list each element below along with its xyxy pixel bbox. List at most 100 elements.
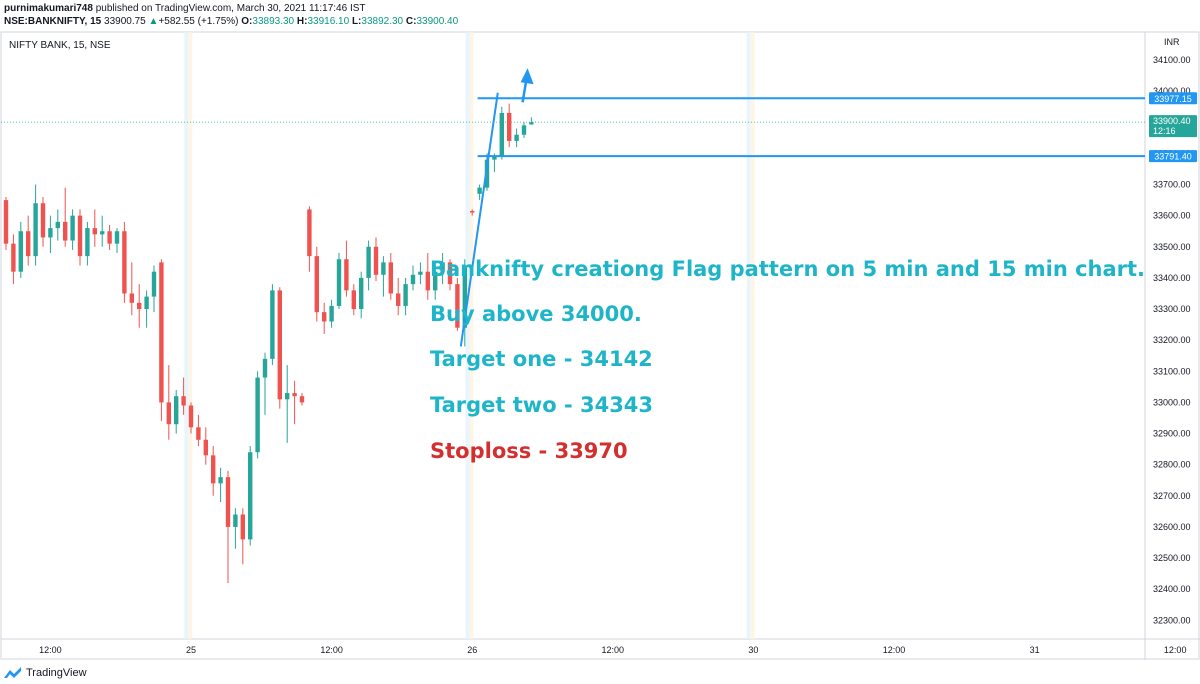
candle-body — [3, 200, 9, 244]
session-break-band — [750, 32, 755, 639]
candle-body — [462, 265, 467, 328]
candle-body — [285, 393, 290, 400]
y-tick-label: 32800.00 — [1153, 460, 1191, 470]
candle-body — [433, 271, 438, 291]
candle-body — [470, 210, 475, 213]
last-price: 33900.75 — [104, 16, 146, 27]
candle-body — [225, 477, 231, 527]
footer-brand[interactable]: TradingView — [4, 664, 87, 682]
candle-body — [455, 284, 460, 328]
published-text: published on TradingView.com, March 30, … — [95, 3, 366, 14]
candle-body — [240, 514, 245, 540]
author-name[interactable]: purnimakumari748 — [4, 3, 93, 14]
candle-body — [299, 396, 305, 403]
candle-body — [55, 221, 60, 229]
candle-body — [440, 262, 445, 272]
breakout-arrow-icon — [520, 68, 534, 85]
candle-body — [359, 277, 364, 310]
open-value: 33893.30 — [252, 16, 295, 27]
candle-body — [129, 293, 134, 303]
y-tick-label: 33700.00 — [1153, 180, 1191, 190]
x-tick-label: 12:00 — [1164, 645, 1187, 655]
candle-body — [248, 452, 253, 540]
candle-body — [262, 358, 268, 378]
session-break-band — [469, 32, 474, 639]
candle-body — [477, 187, 482, 194]
level-price-tag — [1149, 150, 1197, 163]
candle-body — [70, 215, 75, 241]
countdown-label: 12:16 — [1153, 126, 1176, 136]
candle-body — [329, 305, 334, 322]
candle-body — [307, 209, 312, 257]
candle-body — [336, 259, 342, 306]
y-tick-label: 33600.00 — [1153, 211, 1191, 221]
change-value: +582.55 (+1.75%) — [158, 16, 239, 27]
tradingview-logo-icon — [4, 667, 21, 678]
candle-body — [151, 271, 157, 297]
currency-label: INR — [1164, 37, 1180, 47]
candle-body — [26, 231, 31, 257]
symbol-label: NSE:BANKNIFTY, 15 — [4, 16, 102, 27]
change-arrow-icon: ▲ — [148, 16, 159, 27]
y-tick-label: 32600.00 — [1153, 522, 1191, 532]
candle-body — [366, 246, 371, 278]
candle-body — [314, 256, 319, 313]
candle-body — [48, 228, 53, 238]
candle-body — [218, 477, 223, 484]
y-tick-label: 33100.00 — [1153, 366, 1191, 376]
high-label: H: — [296, 16, 308, 27]
x-tick-label: 12:00 — [883, 645, 906, 655]
open-label: O: — [241, 16, 253, 27]
candle-body — [447, 262, 453, 285]
y-tick-label: 33500.00 — [1153, 242, 1191, 252]
level-price-tag — [1149, 92, 1197, 105]
candle-body — [114, 231, 120, 244]
candle-body — [107, 231, 112, 244]
session-break-band — [188, 32, 193, 639]
candle-body — [203, 439, 208, 456]
candle-body — [211, 455, 216, 484]
ohlc-header: NSE:BANKNIFTY, 15 33900.75 ▲+582.55 (+1.… — [4, 16, 458, 27]
candle-body — [344, 259, 349, 291]
candle-body — [255, 377, 260, 453]
y-tick-label: 33400.00 — [1153, 273, 1191, 283]
publish-info: purnimakumari748 published on TradingVie… — [4, 3, 366, 14]
candle-body — [277, 290, 282, 400]
candle-body — [425, 271, 430, 291]
candle-body — [292, 393, 297, 397]
candle-body — [322, 312, 327, 322]
y-tick-label: 33300.00 — [1153, 304, 1191, 314]
x-tick-label: 12:00 — [39, 645, 62, 655]
low-value: 33892.30 — [361, 16, 404, 27]
candle-body — [122, 231, 127, 294]
candle-body — [33, 203, 38, 257]
x-tick-label: 12:00 — [602, 645, 625, 655]
y-tick-label: 32700.00 — [1153, 491, 1191, 501]
candle-body — [188, 405, 194, 428]
candle-body — [351, 290, 356, 310]
candle-body — [529, 122, 534, 125]
current-price-tag — [1149, 115, 1197, 138]
candle-body — [396, 293, 401, 306]
y-tick-label: 33000.00 — [1153, 397, 1191, 407]
y-tick-label: 32500.00 — [1153, 553, 1191, 563]
candle-body — [92, 228, 97, 235]
flag-pole-trendline — [459, 92, 499, 347]
candle-body — [40, 203, 46, 238]
x-tick-label: 25 — [186, 645, 196, 655]
y-tick-label: 34100.00 — [1153, 55, 1191, 65]
session-break-band — [746, 32, 751, 639]
candle-body — [100, 231, 105, 235]
candle-body — [181, 396, 186, 406]
candle-body — [270, 290, 275, 359]
chart-area[interactable]: 34100.0034000.0033900.0033800.0033700.00… — [0, 31, 1200, 660]
candle-body — [159, 262, 164, 403]
y-tick-label: 33200.00 — [1153, 335, 1191, 345]
candle-body — [144, 296, 149, 310]
close-value: 33900.40 — [416, 16, 459, 27]
y-tick-label: 32400.00 — [1153, 584, 1191, 594]
session-break-band — [184, 32, 189, 639]
candlestick-chart[interactable]: 34100.0034000.0033900.0033800.0033700.00… — [0, 31, 1200, 660]
candle-body — [166, 402, 171, 425]
candle-body — [381, 262, 386, 275]
